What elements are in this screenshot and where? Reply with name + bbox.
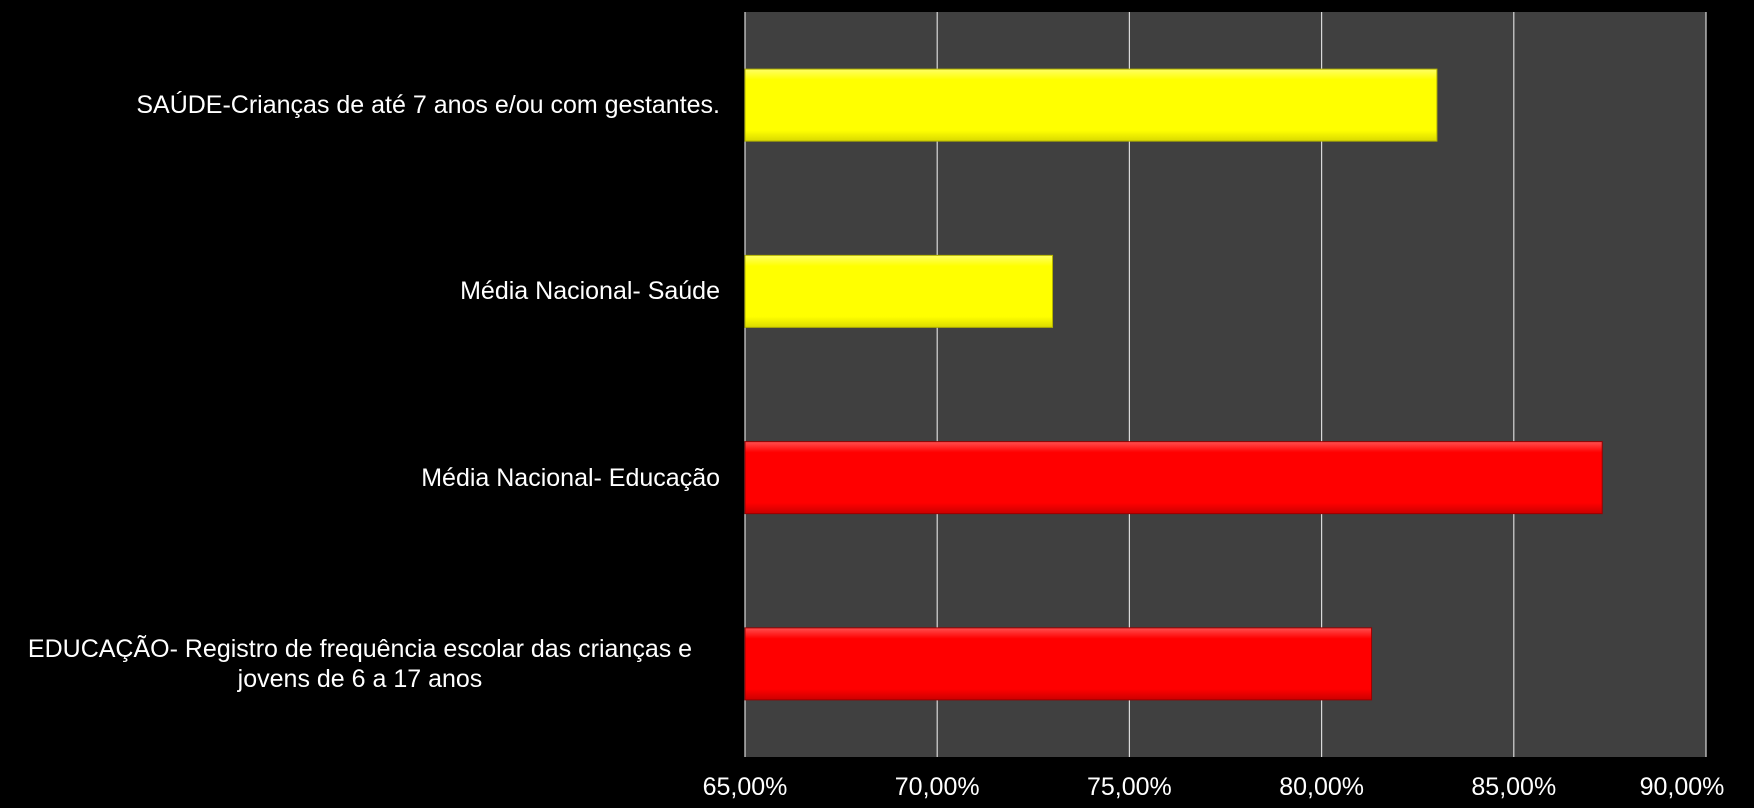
category-label: EDUCAÇÃO- Registro de frequência escolar…	[27, 634, 693, 693]
category-label: Média Nacional- Educação	[421, 463, 720, 492]
x-tick-label: 70,00%	[894, 773, 980, 801]
x-tick-label: 85,00%	[1471, 773, 1557, 801]
bar-1	[744, 68, 1438, 142]
bar-2	[744, 254, 1054, 328]
x-tick-label: 80,00%	[1279, 773, 1364, 801]
bar-4	[744, 627, 1373, 701]
x-tick-label: 75,00%	[1086, 773, 1172, 801]
x-tick-label: 90,00%	[1639, 773, 1725, 801]
category-label: Média Nacional- Saúde	[460, 277, 720, 306]
category-label: SAÚDE-Crianças de até 7 anos e/ou com ge…	[136, 91, 720, 120]
bar-3	[744, 441, 1603, 515]
x-tick-label: 65,00%	[702, 773, 788, 801]
